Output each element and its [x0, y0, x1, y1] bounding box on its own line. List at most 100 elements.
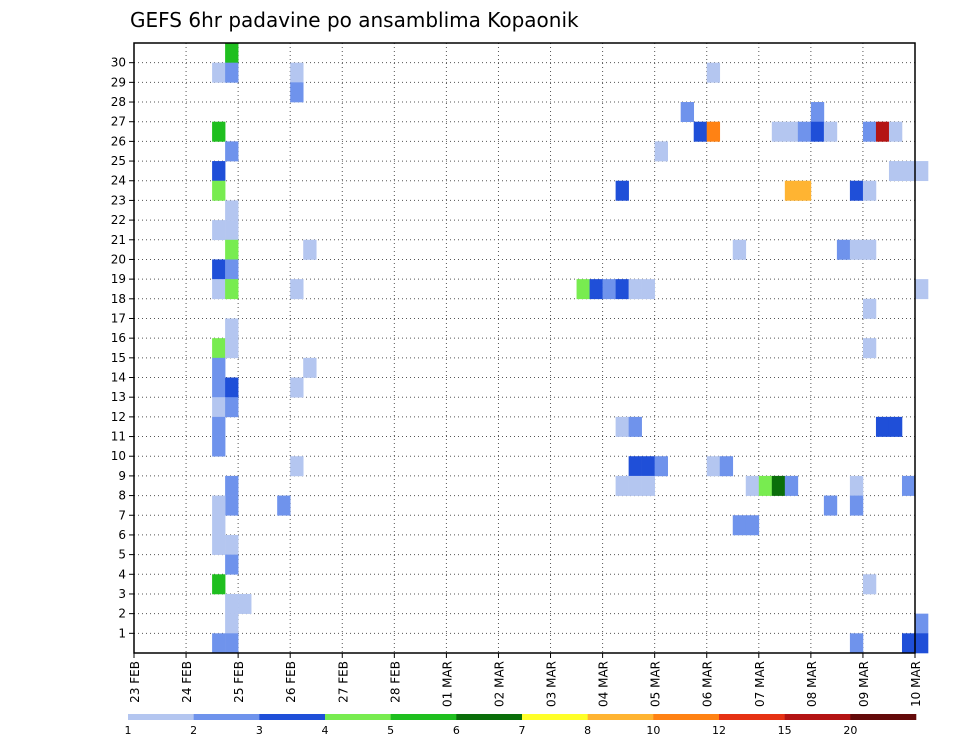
heatmap-cell	[915, 633, 929, 654]
heatmap-cell	[290, 279, 304, 300]
heatmap-cell	[212, 574, 226, 595]
heatmap-cell	[225, 397, 239, 418]
heatmap-cell	[212, 377, 226, 398]
heatmap-cell	[238, 593, 252, 614]
heatmap-cell	[615, 416, 629, 437]
colorbar-label: 12	[712, 724, 726, 737]
y-tick-label: 2	[118, 607, 126, 621]
y-tick-label: 23	[111, 193, 126, 207]
heatmap-cell	[212, 436, 226, 457]
colorbar-segment	[522, 714, 588, 720]
heatmap-cell	[225, 141, 239, 162]
x-tick-label: 04 MAR	[597, 661, 611, 707]
heatmap-cell	[225, 239, 239, 260]
heatmap-cell	[212, 161, 226, 182]
heatmap-cell	[628, 475, 642, 496]
heatmap-cell	[303, 357, 317, 378]
colorbar-label: 20	[843, 724, 857, 737]
heatmap-cell	[797, 180, 812, 201]
x-tick-label: 01 MAR	[440, 661, 454, 707]
x-tick-label: 24 FEB	[180, 661, 194, 703]
heatmap-cell	[641, 279, 655, 300]
heatmap-cell	[615, 475, 629, 496]
colorbar-label: 4	[322, 724, 329, 737]
x-tick-label: 07 MAR	[753, 661, 767, 707]
heatmap-cell	[784, 180, 799, 201]
heatmap-cell	[901, 161, 916, 182]
heatmap-cell	[810, 121, 825, 142]
colorbar-label: 1	[125, 724, 132, 737]
heatmap-cell	[212, 338, 226, 359]
y-tick-label: 20	[111, 252, 126, 266]
y-axis-ticks: 1234567891011121314151617181920212223242…	[111, 56, 134, 640]
heatmap-cell	[290, 377, 304, 398]
colorbar-segment	[719, 714, 785, 720]
heatmap-cell	[615, 279, 629, 300]
heatmap-cell	[862, 121, 877, 142]
y-tick-label: 27	[111, 115, 126, 129]
colorbar-segment	[259, 714, 326, 720]
y-tick-label: 6	[118, 528, 126, 542]
heatmap-cell	[915, 161, 929, 182]
heatmap-cell	[810, 102, 825, 123]
heatmap-cell	[901, 475, 916, 496]
heatmap-cell	[225, 495, 239, 516]
heatmap-cell	[303, 239, 317, 260]
y-tick-label: 12	[111, 410, 126, 424]
heatmap-cell	[706, 456, 721, 477]
colorbar-segment	[325, 714, 391, 720]
y-tick-label: 9	[118, 469, 126, 483]
heatmap-cell	[862, 574, 877, 595]
colorbar-label: 10	[646, 724, 660, 737]
x-tick-label: 02 MAR	[492, 661, 506, 707]
y-tick-label: 4	[118, 567, 126, 581]
colorbar-label: 3	[256, 724, 263, 737]
heatmap-cell	[225, 593, 239, 614]
heatmap-cell	[290, 82, 304, 103]
heatmap-cell	[277, 495, 291, 516]
heatmap-cell	[862, 180, 877, 201]
heatmap-cell	[212, 259, 226, 280]
heatmap-cell	[680, 102, 695, 123]
plot-frame	[133, 42, 916, 654]
heatmap-cell	[290, 62, 304, 83]
colorbar-segment	[587, 714, 654, 720]
heatmap-cell	[771, 121, 786, 142]
heatmap-cell	[212, 357, 226, 378]
heatmap-cell	[225, 220, 239, 241]
heatmap-cell	[212, 416, 226, 437]
x-tick-label: 06 MAR	[701, 661, 715, 707]
x-tick-label: 08 MAR	[805, 661, 819, 707]
colorbar-segment	[456, 714, 523, 720]
heatmap-cell	[849, 180, 864, 201]
heatmap-cell	[212, 220, 226, 241]
heatmap-cell	[862, 298, 877, 319]
heatmap-cell	[628, 279, 642, 300]
heatmap-cell	[225, 554, 239, 575]
y-tick-label: 17	[111, 311, 126, 325]
heatmap-cell	[225, 633, 239, 654]
heatmap-cell	[862, 239, 877, 260]
heatmap-cell	[212, 121, 226, 142]
colorbar-label: 15	[778, 724, 792, 737]
y-tick-label: 13	[111, 390, 126, 404]
heatmap-cell	[641, 456, 655, 477]
y-tick-label: 29	[111, 75, 126, 89]
heatmap-cell	[225, 279, 239, 300]
y-tick-label: 15	[111, 351, 126, 365]
x-tick-label: 25 FEB	[232, 661, 246, 703]
heatmap-cell	[225, 377, 239, 398]
x-tick-label: 28 FEB	[388, 661, 402, 703]
colorbar-segment	[193, 714, 260, 720]
y-tick-label: 16	[111, 331, 126, 345]
heatmap-cell	[849, 495, 864, 516]
y-tick-label: 11	[111, 430, 126, 444]
heatmap-cell	[862, 338, 877, 359]
heatmap-cell	[225, 318, 239, 339]
heatmap-cell	[888, 416, 903, 437]
y-tick-label: 24	[111, 174, 126, 188]
heatmap-cell	[706, 62, 721, 83]
heatmap-cell	[915, 279, 929, 300]
y-tick-label: 3	[118, 587, 126, 601]
heatmap-cell	[212, 279, 226, 300]
